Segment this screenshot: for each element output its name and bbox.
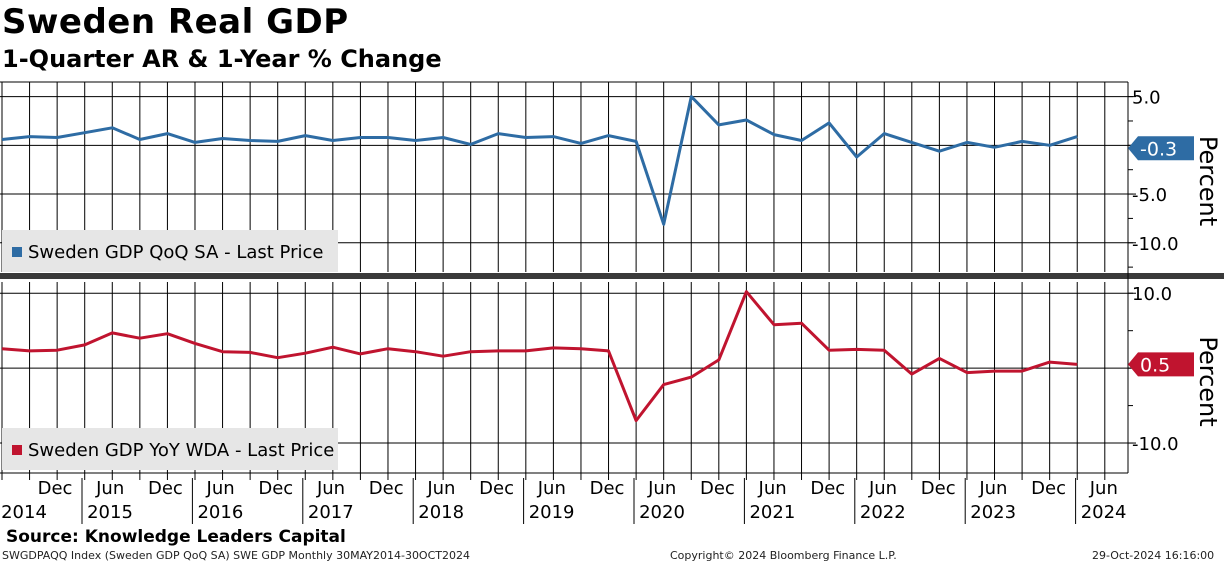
x-month-label: Jun [426, 478, 455, 499]
y-tick-label: 10.0 [1132, 284, 1172, 305]
panel-separator [0, 273, 1224, 279]
source-note: Source: Knowledge Leaders Capital [6, 527, 346, 547]
qoq-series-line [1, 95, 1078, 226]
copyright: Copyright© 2024 Bloomberg Finance L.P. [670, 549, 897, 562]
x-year-label: 2021 [749, 502, 795, 523]
x-month-label: Dec [479, 478, 514, 499]
labels: 5.0 -5.0 -10.0 -0.3 Percent Sweden GDP QoQ SA… [1, 88, 1222, 523]
last-value-label: 0.5 [1140, 354, 1170, 376]
x-month-label: Jun [978, 478, 1007, 499]
x-month-label: Jun [647, 478, 676, 499]
series-lines [1, 95, 1078, 423]
yoy-series-line [1, 290, 1078, 423]
legend-box [2, 428, 338, 470]
legend-label: Sweden GDP QoQ SA - Last Price [28, 242, 323, 263]
ticker-info: SWGDPAQQ Index (Sweden GDP QoQ SA) SWE G… [2, 549, 470, 562]
x-month-label: Jun [758, 478, 787, 499]
x-month-label: Dec [700, 478, 735, 499]
chart-subtitle: 1-Quarter AR & 1-Year % Change [2, 45, 442, 73]
y-tick-label: -10.0 [1132, 234, 1179, 255]
x-year-label: 2019 [529, 502, 575, 523]
x-month-label: Dec [369, 478, 404, 499]
x-month-label: Dec [38, 478, 73, 499]
chart-title: Sweden Real GDP [2, 2, 349, 42]
x-year-label: 2018 [418, 502, 464, 523]
x-month-label: Jun [206, 478, 235, 499]
last-value-label: -0.3 [1140, 138, 1177, 160]
x-month-label: Jun [95, 478, 124, 499]
y-axis-title: Percent [1194, 136, 1222, 226]
x-year-label: 2014 [1, 502, 47, 523]
legend-label: Sweden GDP YoY WDA - Last Price [28, 440, 334, 461]
x-month-label: Jun [1089, 478, 1118, 499]
x-year-label: 2015 [87, 502, 133, 523]
y-tick-label: 5.0 [1132, 88, 1161, 109]
x-month-label: Jun [537, 478, 566, 499]
legend-swatch [12, 445, 22, 455]
y-tick-label: -10.0 [1132, 434, 1179, 455]
last-value-tag [1128, 136, 1194, 161]
x-year-label: 2024 [1081, 502, 1127, 523]
x-year-label: 2023 [970, 502, 1016, 523]
y-tick-label: -5.0 [1132, 185, 1167, 206]
x-month-label: Dec [1031, 478, 1066, 499]
axes [0, 81, 1224, 524]
legend-swatch [12, 247, 22, 257]
x-month-label: Dec [590, 478, 625, 499]
x-month-label: Dec [258, 478, 293, 499]
x-year-label: 2017 [308, 502, 354, 523]
y-axis-title: Percent [1194, 336, 1222, 426]
x-month-label: Dec [810, 478, 845, 499]
x-year-label: 2020 [639, 502, 685, 523]
last-value-tag [1128, 352, 1194, 377]
x-year-label: 2016 [197, 502, 243, 523]
x-year-label: 2022 [860, 502, 906, 523]
x-month-label: Jun [316, 478, 345, 499]
x-month-label: Jun [868, 478, 897, 499]
x-month-label: Dec [148, 478, 183, 499]
legend-box [2, 230, 338, 272]
x-month-label: Dec [921, 478, 956, 499]
timestamp: 29-Oct-2024 16:16:00 [1092, 549, 1215, 562]
